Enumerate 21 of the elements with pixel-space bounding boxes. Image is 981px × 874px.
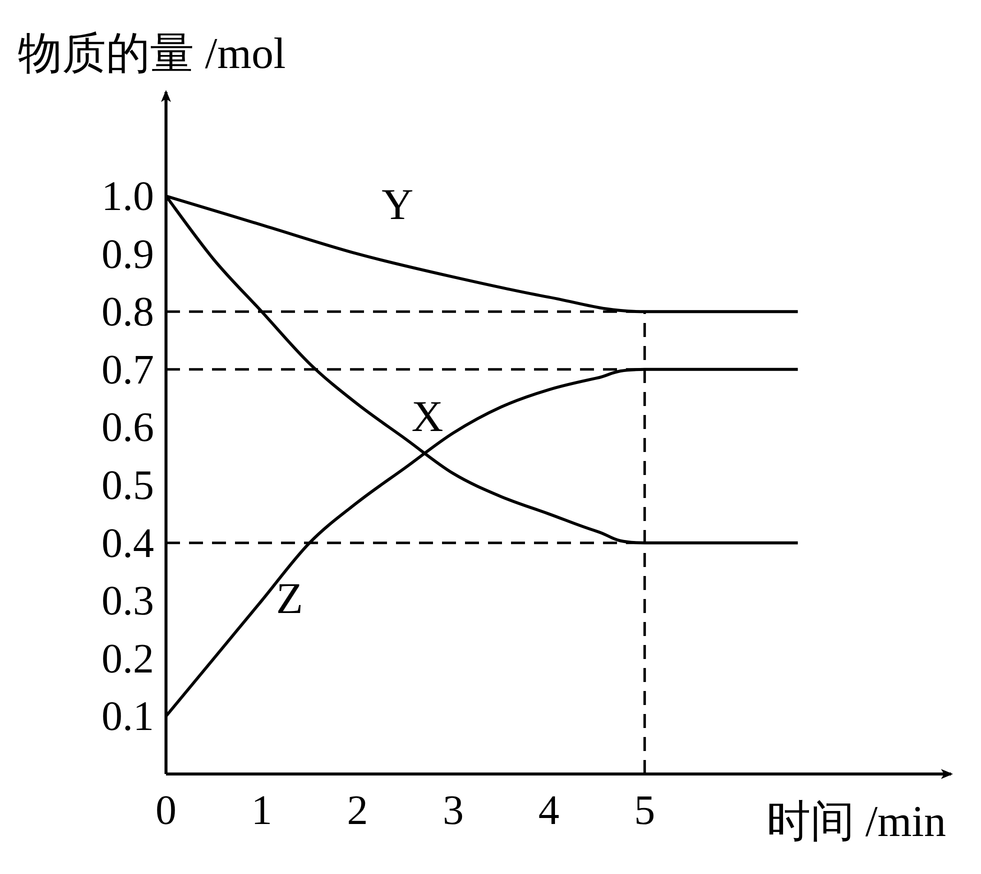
y-tick-label: 0.7 xyxy=(102,347,154,394)
y-tick-label: 0.2 xyxy=(102,636,154,682)
y-tick-label: 0.4 xyxy=(102,520,154,567)
series-label: Y xyxy=(382,180,414,229)
y-tick-label: 1.0 xyxy=(102,174,154,220)
x-axis-title: 时间 /min xyxy=(766,797,946,846)
y-tick-label: 0.1 xyxy=(102,694,154,740)
x-tick-label: 4 xyxy=(538,788,560,834)
y-tick-label: 0.8 xyxy=(102,290,154,336)
y-tick-label: 0.6 xyxy=(102,405,154,452)
x-tick-label: 1 xyxy=(251,788,272,834)
y-tick-label: 0.5 xyxy=(102,463,154,510)
series-label: X xyxy=(411,392,444,441)
x-tick-label: 0 xyxy=(156,788,176,834)
y-tick-label: 0.3 xyxy=(102,578,154,625)
x-tick-label: 5 xyxy=(634,788,656,834)
series-label: Z xyxy=(276,574,304,623)
y-tick-label: 0.9 xyxy=(102,232,154,278)
y-axis-title: 物质的量 /mol xyxy=(18,29,286,78)
x-tick-label: 2 xyxy=(346,788,368,834)
x-tick-label: 3 xyxy=(442,788,464,834)
